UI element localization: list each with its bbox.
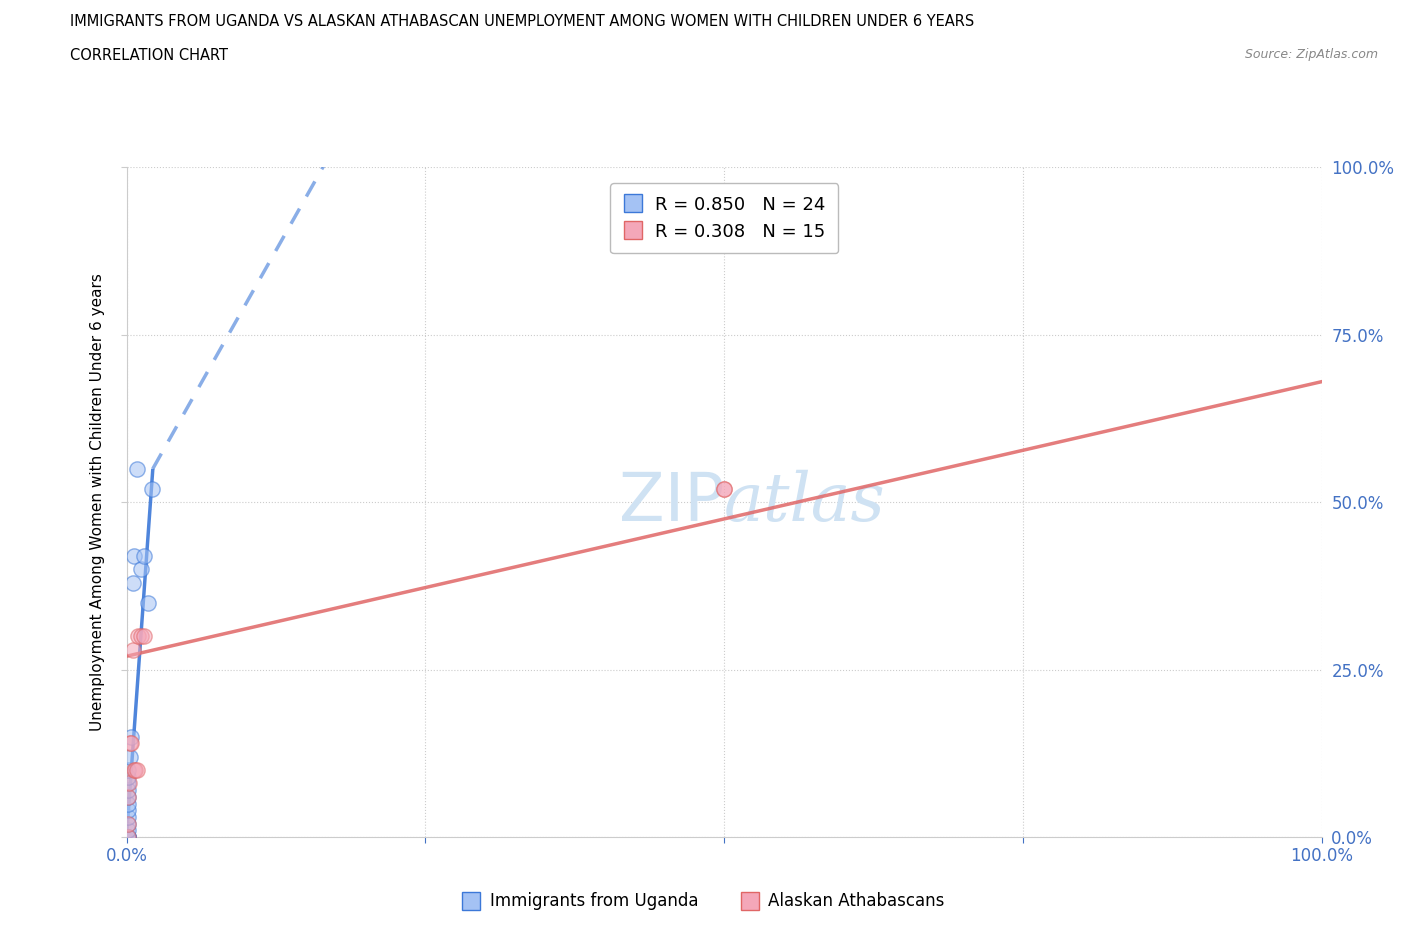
Text: Source: ZipAtlas.com: Source: ZipAtlas.com — [1244, 48, 1378, 61]
Point — [117, 776, 139, 790]
Point — [121, 575, 143, 590]
Point — [120, 736, 142, 751]
Point — [117, 817, 139, 831]
Point — [117, 803, 139, 817]
Point — [713, 482, 735, 497]
Point — [117, 823, 139, 838]
Point — [117, 796, 139, 811]
Point — [141, 482, 163, 497]
Point — [134, 629, 156, 644]
Point — [136, 595, 159, 610]
Text: IMMIGRANTS FROM UGANDA VS ALASKAN ATHABASCAN UNEMPLOYMENT AMONG WOMEN WITH CHILD: IMMIGRANTS FROM UGANDA VS ALASKAN ATHABA… — [70, 14, 974, 29]
Point — [129, 562, 152, 577]
Point — [122, 549, 145, 564]
Y-axis label: Unemployment Among Women with Children Under 6 years: Unemployment Among Women with Children U… — [90, 273, 105, 731]
Point — [127, 763, 149, 777]
Point — [129, 629, 152, 644]
Point — [127, 629, 149, 644]
Point — [117, 783, 139, 798]
Text: atlas: atlas — [724, 470, 886, 535]
Point — [117, 817, 139, 831]
Point — [124, 763, 146, 777]
Point — [134, 549, 156, 564]
Point — [117, 830, 139, 844]
Point — [117, 809, 139, 824]
Point — [117, 830, 139, 844]
Point — [121, 642, 143, 657]
Point — [713, 482, 735, 497]
Point — [117, 830, 139, 844]
Point — [117, 830, 139, 844]
Point — [117, 830, 139, 844]
Point — [122, 763, 145, 777]
Text: ZIP: ZIP — [619, 470, 724, 535]
Point — [117, 790, 139, 804]
Text: CORRELATION CHART: CORRELATION CHART — [70, 48, 228, 63]
Point — [120, 736, 142, 751]
Legend: Immigrants from Uganda, Alaskan Athabascans: Immigrants from Uganda, Alaskan Athabasc… — [454, 885, 952, 917]
Point — [117, 790, 139, 804]
Legend: R = 0.850   N = 24, R = 0.308   N = 15: R = 0.850 N = 24, R = 0.308 N = 15 — [610, 183, 838, 254]
Point — [120, 729, 142, 744]
Point — [120, 750, 142, 764]
Point — [117, 763, 139, 777]
Point — [118, 776, 141, 790]
Point — [117, 769, 139, 784]
Point — [127, 461, 149, 476]
Point — [117, 830, 139, 844]
